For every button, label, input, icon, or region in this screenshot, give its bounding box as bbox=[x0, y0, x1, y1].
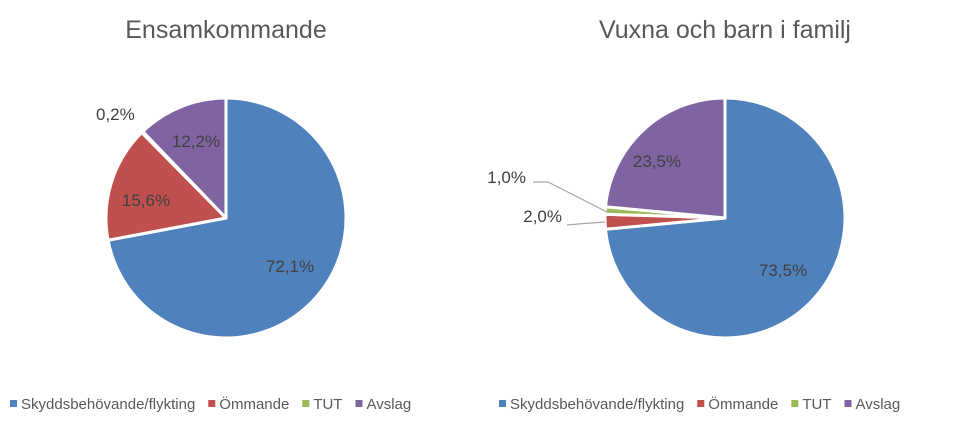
legend-label-ommande: Ömmande bbox=[708, 395, 778, 413]
legend-label-skydd: Skyddsbehövande/flykting bbox=[510, 396, 684, 413]
legend-swatch-tut bbox=[791, 400, 799, 407]
legend-swatch-skydd bbox=[10, 400, 17, 407]
legend-label-avslag: Avslag bbox=[855, 396, 900, 413]
chart-title: Ensamkommande bbox=[125, 16, 326, 44]
leader-line-tut bbox=[533, 181, 608, 213]
legend-item-skydd: Skyddsbehövande/flykting bbox=[499, 396, 684, 413]
legend-item-avslag: Avslag bbox=[355, 396, 411, 413]
legend-label-ommande: Ömmande bbox=[219, 395, 289, 413]
data-label-avslag: 12,2% bbox=[172, 132, 220, 151]
data-label-skydd: 73,5% bbox=[759, 261, 807, 280]
leader-line-ommande bbox=[566, 221, 606, 226]
pie-slice-ommande bbox=[104, 131, 228, 242]
data-label-ommande: 2,0% bbox=[523, 207, 562, 226]
legend-item-skydd: Skyddsbehövande/flykting bbox=[10, 396, 195, 413]
legend-swatch-skydd bbox=[499, 400, 506, 407]
legend-label-skydd: Skyddsbehövande/flykting bbox=[21, 396, 195, 413]
data-label-tut: 1,0% bbox=[487, 168, 526, 187]
legend-label-tut: TUT bbox=[313, 396, 342, 413]
legend-item-avslag: Avslag bbox=[844, 396, 900, 413]
chart-title: Vuxna och barn i familj bbox=[599, 16, 851, 44]
legend-label-avslag: Avslag bbox=[366, 396, 411, 413]
legend-swatch-avslag bbox=[355, 400, 363, 407]
legend-label-tut: TUT bbox=[802, 396, 831, 413]
data-label-skydd: 72,1% bbox=[266, 257, 314, 276]
pie-slice-avslag bbox=[141, 96, 228, 220]
legend-vuxna-och-barn: Skyddsbehövande/flykting Ömmande TUT Avslag bbox=[499, 395, 900, 413]
legend-swatch-avslag bbox=[844, 400, 852, 407]
legend-swatch-ommande bbox=[697, 400, 705, 407]
pie-slice-avslag bbox=[604, 96, 727, 220]
legend-item-tut: TUT bbox=[302, 396, 342, 413]
legend-item-tut: TUT bbox=[791, 396, 831, 413]
data-label-ommande: 15,6% bbox=[122, 191, 170, 210]
data-label-tut: 0,2% bbox=[96, 105, 135, 124]
legend-swatch-ommande bbox=[208, 400, 216, 407]
legend-ensamkommande: Skyddsbehövande/flykting Ömmande TUT Avslag bbox=[10, 395, 411, 413]
pie-chart-vuxna-och-barn: Vuxna och barn i familj 73,5% 2,0% 1,0% 23,… bbox=[487, 16, 851, 340]
legend-swatch-tut bbox=[302, 400, 310, 407]
data-label-avslag: 23,5% bbox=[633, 152, 681, 171]
pie-chart-ensamkommande: Ensamkommande 72,1% 15,6% 0,2% 12,2% bbox=[96, 16, 348, 340]
legend-item-ommande: Ömmande bbox=[208, 395, 289, 413]
legend-item-ommande: Ömmande bbox=[697, 395, 778, 413]
